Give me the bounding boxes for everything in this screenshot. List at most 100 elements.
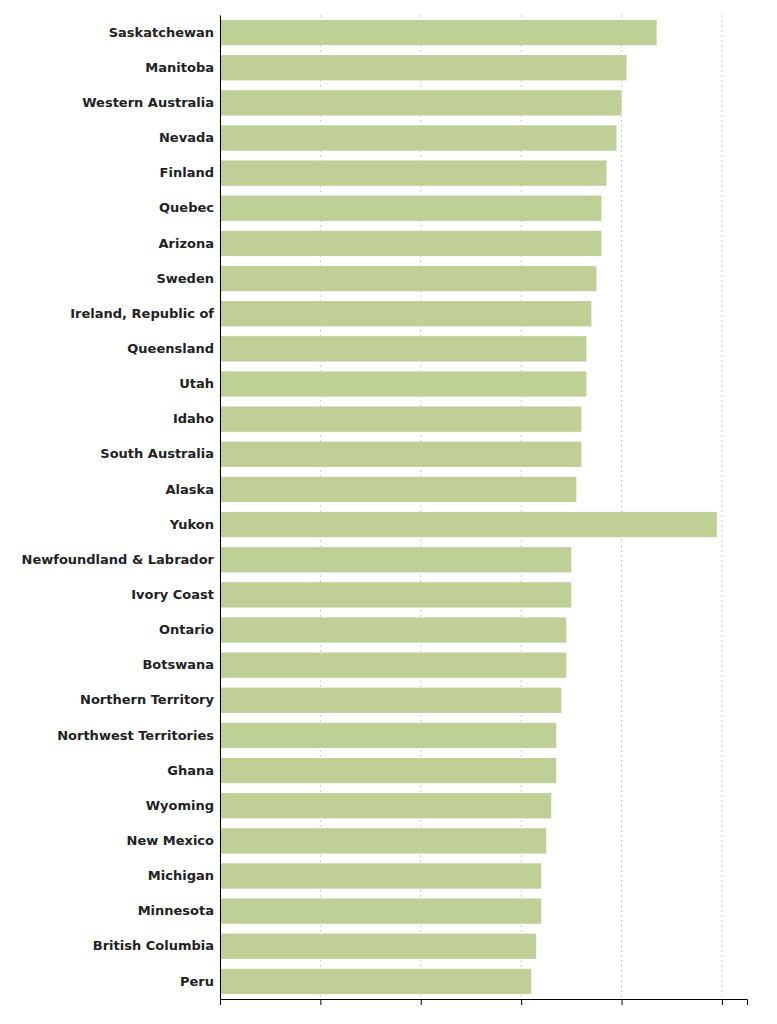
y-tick: Saskatchewan: [109, 25, 220, 40]
y-tick-label: Sweden: [156, 271, 214, 286]
y-tick-label: Peru: [180, 974, 214, 989]
grid: [220, 15, 722, 999]
y-axis-line: [220, 16, 221, 1000]
y-tick: Ireland, Republic of: [70, 306, 220, 321]
y-tick-label: New Mexico: [127, 833, 215, 848]
bar: [220, 547, 571, 572]
bar: [220, 371, 586, 396]
y-tick: Sweden: [156, 271, 220, 286]
x-tick-mark: [421, 999, 422, 1005]
bar: [220, 20, 657, 45]
chart-container: Saskatchewan Manitoba Western Australia Nev…: [0, 0, 777, 1024]
grid-line: [220, 15, 221, 999]
y-tick: Michigan: [148, 868, 220, 883]
bar: [220, 723, 556, 748]
y-tick-label: Ireland, Republic of: [70, 306, 214, 321]
bar: [220, 512, 717, 537]
y-tick: Wyoming: [146, 798, 220, 813]
y-tick-label: Minnesota: [138, 903, 214, 918]
y-tick-label: Newfoundland & Labrador: [22, 552, 215, 567]
y-tick: Alaska: [166, 482, 220, 497]
bar: [220, 758, 556, 783]
y-tick: Northwest Territories: [57, 728, 220, 743]
bar: [220, 582, 571, 607]
y-tick: New Mexico: [127, 833, 220, 848]
y-tick-label: Saskatchewan: [109, 25, 214, 40]
x-tick: [220, 999, 221, 1005]
bar: [220, 477, 576, 502]
y-tick-label: Yukon: [169, 517, 214, 532]
y-tick: Peru: [180, 974, 220, 989]
bar: [220, 90, 622, 115]
y-tick-label: Nevada: [159, 130, 214, 145]
bar: [220, 160, 606, 185]
y-tick: Northern Territory: [80, 692, 220, 707]
x-tick-mark: [722, 999, 723, 1005]
bar: [220, 688, 561, 713]
bar: [220, 231, 601, 256]
y-tick-label: Utah: [179, 376, 214, 391]
y-tick: Utah: [179, 376, 220, 391]
y-tick-label: Northwest Territories: [57, 728, 214, 743]
y-tick: Ivory Coast: [131, 587, 220, 602]
bar: [220, 652, 566, 677]
bar: [220, 617, 566, 642]
y-tick-label: Western Australia: [82, 95, 214, 110]
bar: [220, 406, 581, 431]
x-axis: [221, 999, 748, 1005]
bar: [220, 969, 531, 994]
y-tick: Finland: [160, 165, 220, 180]
bar: [220, 55, 627, 80]
y-tick-label: Ivory Coast: [131, 587, 214, 602]
y-tick-label: Wyoming: [146, 798, 214, 813]
y-tick-label: Finland: [160, 165, 214, 180]
y-tick: Nevada: [159, 130, 220, 145]
y-tick: Minnesota: [138, 903, 220, 918]
y-tick: South Australia: [100, 446, 220, 461]
x-tick: [320, 999, 321, 1005]
y-axis: Saskatchewan Manitoba Western Australia Nev…: [22, 16, 221, 1000]
y-tick: Newfoundland & Labrador: [22, 552, 220, 567]
y-tick-label: Ontario: [159, 622, 214, 637]
y-tick-label: Botswana: [142, 657, 214, 672]
x-tick: [521, 999, 522, 1005]
y-tick-label: Quebec: [159, 200, 214, 215]
bar: [220, 863, 541, 888]
bar: [220, 934, 536, 959]
x-tick: [722, 999, 723, 1005]
grid-line: [621, 15, 622, 999]
y-tick-label: Queensland: [127, 341, 214, 356]
plot-area: Saskatchewan Manitoba Western Australia Nev…: [22, 15, 748, 1005]
bar: [220, 898, 541, 923]
y-tick: Yukon: [169, 517, 220, 532]
grid-line: [721, 15, 722, 999]
y-tick-label: Idaho: [173, 411, 214, 426]
y-tick-label: Ghana: [167, 763, 214, 778]
bar: [220, 793, 551, 818]
y-tick-label: Arizona: [159, 236, 214, 251]
x-tick-mark: [320, 999, 321, 1005]
y-tick-label: Alaska: [166, 482, 214, 497]
bar: [220, 442, 581, 467]
y-tick: British Columbia: [93, 938, 220, 953]
y-tick-label: Michigan: [148, 868, 214, 883]
y-tick: Queensland: [127, 341, 220, 356]
y-tick: Manitoba: [145, 60, 220, 75]
y-tick-label: British Columbia: [93, 938, 214, 953]
y-tick: Botswana: [142, 657, 220, 672]
bar: [220, 336, 586, 361]
y-tick-label: Manitoba: [145, 60, 214, 75]
bar: [220, 828, 546, 853]
y-tick: Quebec: [159, 200, 220, 215]
y-tick-label: Northern Territory: [80, 692, 214, 707]
x-tick-mark: [622, 999, 623, 1005]
x-tick: [421, 999, 422, 1005]
y-tick: Ontario: [159, 622, 220, 637]
bar: [220, 196, 601, 221]
bars: [220, 20, 717, 994]
y-tick: Western Australia: [82, 95, 220, 110]
chart-svg: Saskatchewan Manitoba Western Australia Nev…: [0, 0, 777, 1024]
y-tick-label: South Australia: [100, 446, 214, 461]
x-axis-line: [221, 1000, 748, 1006]
x-tick-mark: [220, 999, 221, 1005]
